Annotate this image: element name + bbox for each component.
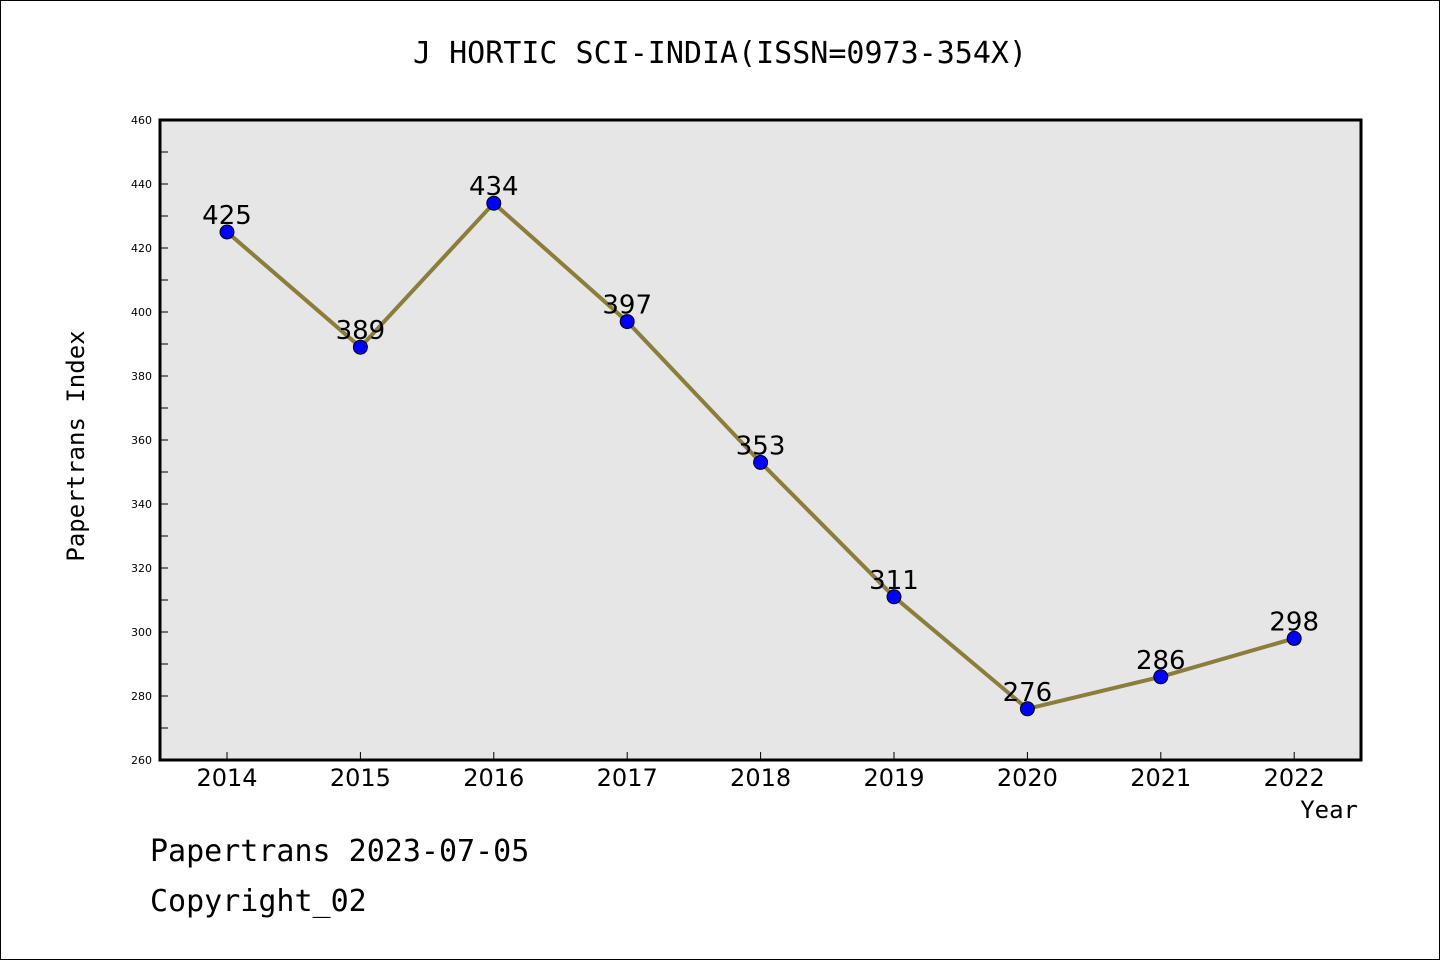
y-tick-label: 300 xyxy=(131,626,152,639)
data-label: 425 xyxy=(202,201,252,231)
data-point xyxy=(886,589,902,605)
x-tick-label: 2021 xyxy=(1130,764,1191,792)
data-point xyxy=(619,314,635,330)
data-label: 397 xyxy=(602,291,652,321)
y-tick-label: 400 xyxy=(131,306,152,319)
data-point xyxy=(1153,669,1169,685)
y-tick-label: 260 xyxy=(131,754,152,767)
series-group: 425 389 434 397 353 311 276 286 298 xyxy=(202,172,1319,717)
y-tick-label: 340 xyxy=(131,498,152,511)
x-tick-label: 2014 xyxy=(196,764,257,792)
data-label: 389 xyxy=(336,316,386,346)
x-tick-label: 2022 xyxy=(1264,764,1325,792)
footer-date: Papertrans 2023-07-05 xyxy=(150,834,530,869)
x-axis-label: Year xyxy=(1300,796,1358,824)
data-label: 298 xyxy=(1269,607,1319,637)
data-label: 311 xyxy=(869,566,919,596)
data-point xyxy=(219,224,235,240)
data-label: 286 xyxy=(1136,646,1186,676)
y-tick-label: 320 xyxy=(131,562,152,575)
data-label: 434 xyxy=(469,172,519,202)
data-point xyxy=(1019,701,1035,717)
y-tick-label: 460 xyxy=(131,114,152,127)
y-tick-label: 440 xyxy=(131,178,152,191)
y-axis: 260 280 300 320 340 360 380 400 420 440 460 xyxy=(131,114,168,767)
chart-title: J HORTIC SCI-INDIA(ISSN=0973-354X) xyxy=(412,36,1028,71)
x-tick-label: 2018 xyxy=(730,764,791,792)
x-tick-label: 2020 xyxy=(997,764,1058,792)
footer-copyright: Copyright_02 xyxy=(150,884,367,919)
data-point xyxy=(1286,630,1302,646)
y-tick-label: 280 xyxy=(131,690,152,703)
data-point xyxy=(486,195,502,211)
x-tick-label: 2019 xyxy=(863,764,924,792)
plot-area xyxy=(158,118,1363,762)
data-point xyxy=(352,339,368,355)
y-tick-label: 380 xyxy=(131,370,152,383)
x-tick-label: 2017 xyxy=(597,764,658,792)
data-label: 353 xyxy=(736,431,786,461)
y-tick-label: 420 xyxy=(131,242,152,255)
x-tick-label: 2016 xyxy=(463,764,524,792)
x-tick-label: 2015 xyxy=(330,764,391,792)
data-point xyxy=(753,454,769,470)
data-label: 276 xyxy=(1003,678,1053,708)
y-tick-label: 360 xyxy=(131,434,152,447)
x-axis: 2014 2015 2016 2017 2018 2019 2020 2021 2022 xyxy=(196,752,1325,792)
